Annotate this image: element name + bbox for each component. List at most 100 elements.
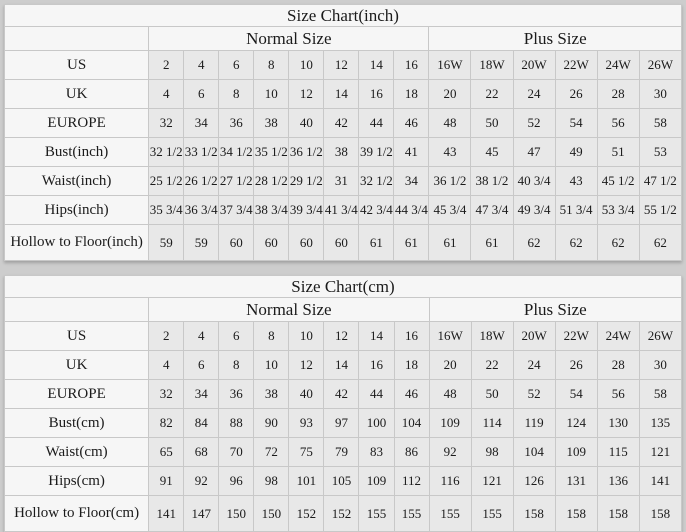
size-value-cell: 32 [148, 379, 185, 409]
size-value-cell: 16 [393, 50, 430, 80]
table-row: UK 4 6 8 10 12 14 16 18 20 22 24 26 28 30 [3, 350, 683, 380]
size-value-cell: 22 [470, 79, 514, 109]
row-label: Hips(cm) [3, 466, 150, 496]
size-value-cell: 20 [428, 350, 472, 380]
table-row: Hollow to Floor(inch) 59 59 60 60 60 60 61 61 61 6… [3, 224, 683, 261]
size-value-cell: 43 [428, 137, 472, 167]
row-label: US [3, 321, 150, 351]
size-value-cell: 24 [512, 350, 556, 380]
size-value-cell: 75 [288, 437, 325, 467]
size-value-cell: 58 [638, 108, 683, 138]
size-value-cell: 42 [323, 108, 360, 138]
group-header-normal-size: Normal Size [148, 26, 430, 51]
size-value-cell: 52 [512, 379, 556, 409]
size-value-cell: 60 [253, 224, 290, 261]
size-value-cell: 34 [393, 166, 430, 196]
size-value-cell: 54 [554, 379, 598, 409]
size-value-cell: 49 [554, 137, 598, 167]
size-value-cell: 22 [470, 350, 514, 380]
size-value-cell: 14 [323, 79, 360, 109]
size-value-cell: 98 [253, 466, 290, 496]
row-label: EUROPE [3, 379, 150, 409]
size-value-cell: 60 [288, 224, 325, 261]
size-value-cell: 48 [428, 108, 472, 138]
size-value-cell: 62 [596, 224, 640, 261]
size-value-cell: 6 [218, 321, 255, 351]
size-value-cell: 36 [218, 379, 255, 409]
size-value-cell: 34 [183, 108, 220, 138]
group-header-plus-size: Plus Size [428, 297, 683, 322]
size-value-cell: 8 [218, 350, 255, 380]
size-value-cell: 126 [512, 466, 556, 496]
size-value-cell: 16W [428, 50, 472, 80]
table-row: Bust(cm) 82 84 88 90 93 97 100 104 109 114 119 124 13… [3, 408, 683, 438]
size-value-cell: 62 [638, 224, 683, 261]
size-value-cell: 41 3/4 [323, 195, 360, 225]
size-value-cell: 119 [512, 408, 556, 438]
size-value-cell: 56 [596, 108, 640, 138]
size-value-cell: 60 [218, 224, 255, 261]
size-value-cell: 82 [148, 408, 185, 438]
size-value-cell: 109 [358, 466, 395, 496]
table-body: US 2 4 6 8 10 12 14 16 16W 18W 20W 22W 24W 26W UK 4 6 8 10 1… [3, 50, 683, 261]
size-value-cell: 26 [554, 350, 598, 380]
size-value-cell: 121 [470, 466, 514, 496]
size-value-cell: 109 [428, 408, 472, 438]
size-value-cell: 158 [638, 495, 683, 532]
corner-cell [3, 297, 150, 322]
size-value-cell: 105 [323, 466, 360, 496]
size-value-cell: 158 [512, 495, 556, 532]
table-row: UK 4 6 8 10 12 14 16 18 20 22 24 26 28 30 [3, 79, 683, 109]
size-value-cell: 38 1/2 [470, 166, 514, 196]
size-value-cell: 26W [638, 321, 683, 351]
size-value-cell: 33 1/2 [183, 137, 220, 167]
row-label: Hollow to Floor(cm) [3, 495, 150, 532]
table-row: Waist(inch) 25 1/2 26 1/2 27 1/2 28 1/2 29 1/… [3, 166, 683, 196]
size-value-cell: 84 [183, 408, 220, 438]
size-value-cell: 65 [148, 437, 185, 467]
size-value-cell: 48 [428, 379, 472, 409]
size-value-cell: 83 [358, 437, 395, 467]
size-value-cell: 18W [470, 50, 514, 80]
size-value-cell: 4 [148, 350, 185, 380]
group-header-normal-size: Normal Size [148, 297, 430, 322]
size-value-cell: 50 [470, 108, 514, 138]
size-value-cell: 32 1/2 [358, 166, 395, 196]
size-value-cell: 14 [323, 350, 360, 380]
size-value-cell: 22W [554, 321, 598, 351]
size-value-cell: 27 1/2 [218, 166, 255, 196]
size-value-cell: 109 [554, 437, 598, 467]
size-value-cell: 31 [323, 166, 360, 196]
size-value-cell: 42 [323, 379, 360, 409]
size-value-cell: 36 1/2 [288, 137, 325, 167]
size-value-cell: 39 3/4 [288, 195, 325, 225]
size-value-cell: 2 [148, 50, 185, 80]
size-value-cell: 58 [638, 379, 683, 409]
table-row: EUROPE 32 34 36 38 40 42 44 46 48 50 52 54 56 58 [3, 108, 683, 138]
size-value-cell: 38 [253, 379, 290, 409]
size-value-cell: 54 [554, 108, 598, 138]
group-header-row: Normal Size Plus Size [3, 297, 683, 322]
size-value-cell: 36 [218, 108, 255, 138]
size-value-cell: 38 [323, 137, 360, 167]
group-header-row: Normal Size Plus Size [3, 26, 682, 51]
size-value-cell: 62 [554, 224, 598, 261]
size-value-cell: 10 [288, 50, 325, 80]
size-value-cell: 35 1/2 [253, 137, 290, 167]
size-value-cell: 155 [393, 495, 430, 532]
table-row: Hips(inch) 35 3/4 36 3/4 37 3/4 38 3/4 39 3/4… [3, 195, 683, 225]
size-value-cell: 43 [554, 166, 598, 196]
size-value-cell: 35 3/4 [148, 195, 185, 225]
size-value-cell: 46 [393, 108, 430, 138]
size-value-cell: 62 [512, 224, 556, 261]
table-row: US 2 4 6 8 10 12 14 16 16W 18W 20W 22W 24W 26W [3, 50, 683, 80]
size-value-cell: 4 [183, 50, 220, 80]
size-value-cell: 45 3/4 [428, 195, 472, 225]
size-value-cell: 97 [323, 408, 360, 438]
size-value-cell: 4 [148, 79, 185, 109]
size-value-cell: 150 [253, 495, 290, 532]
size-value-cell: 61 [470, 224, 514, 261]
size-value-cell: 26W [638, 50, 683, 80]
size-value-cell: 45 [470, 137, 514, 167]
table-row: Bust(inch) 32 1/2 33 1/2 34 1/2 35 1/2 36 1/2… [3, 137, 683, 167]
